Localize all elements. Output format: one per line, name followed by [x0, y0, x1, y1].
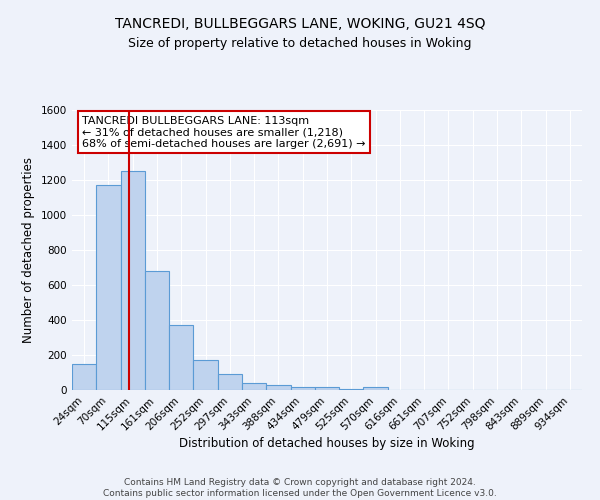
Text: Size of property relative to detached houses in Woking: Size of property relative to detached ho…	[128, 38, 472, 51]
Bar	[169, 325, 193, 390]
Bar	[339, 389, 364, 390]
Bar	[218, 374, 242, 390]
Text: Contains HM Land Registry data © Crown copyright and database right 2024.
Contai: Contains HM Land Registry data © Crown c…	[103, 478, 497, 498]
Bar	[242, 384, 266, 390]
Bar	[266, 385, 290, 390]
Text: TANCREDI, BULLBEGGARS LANE, WOKING, GU21 4SQ: TANCREDI, BULLBEGGARS LANE, WOKING, GU21…	[115, 18, 485, 32]
Bar	[72, 364, 96, 390]
Bar	[96, 185, 121, 390]
X-axis label: Distribution of detached houses by size in Woking: Distribution of detached houses by size …	[179, 438, 475, 450]
Y-axis label: Number of detached properties: Number of detached properties	[22, 157, 35, 343]
Bar	[315, 388, 339, 390]
Bar	[364, 388, 388, 390]
Text: TANCREDI BULLBEGGARS LANE: 113sqm
← 31% of detached houses are smaller (1,218)
6: TANCREDI BULLBEGGARS LANE: 113sqm ← 31% …	[82, 116, 366, 149]
Bar	[121, 171, 145, 390]
Bar	[145, 271, 169, 390]
Bar	[290, 386, 315, 390]
Bar	[193, 360, 218, 390]
